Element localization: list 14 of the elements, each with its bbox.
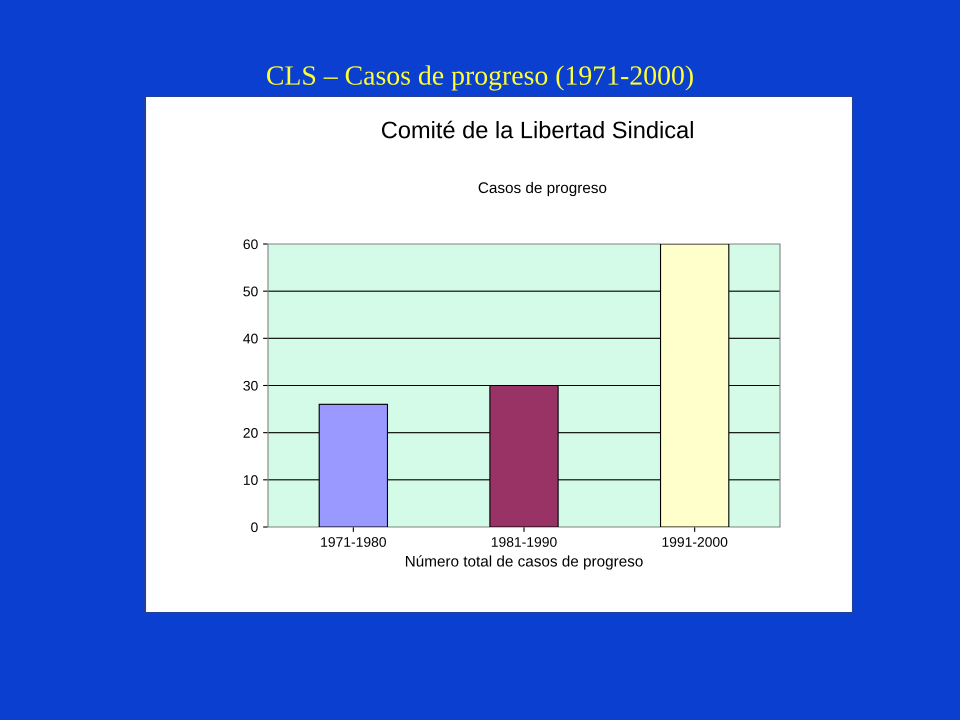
y-tick-label: 30 xyxy=(243,380,258,391)
x-tick-label: 1971-1980 xyxy=(321,537,386,547)
text: CLS – Casos de progreso (1971-2000) xyxy=(267,65,693,91)
y-tick-label: 50 xyxy=(243,286,258,296)
chart-title: Comité de la Libertad Sindical xyxy=(382,120,693,138)
y-tick-label: 10 xyxy=(244,475,258,486)
y-tick-label: 60 xyxy=(244,239,258,250)
chart-subtitle: Casos de progreso xyxy=(478,182,606,196)
y-tick-label: 0 xyxy=(251,522,258,532)
x-axis-title: Número total de casos de progreso xyxy=(406,555,643,570)
x-tick-label: 1981-1990 xyxy=(492,537,557,547)
x-tick-label: 1991-2000 xyxy=(662,537,728,547)
y-tick-label: 20 xyxy=(244,428,258,438)
y-tick-label: 40 xyxy=(243,334,258,344)
